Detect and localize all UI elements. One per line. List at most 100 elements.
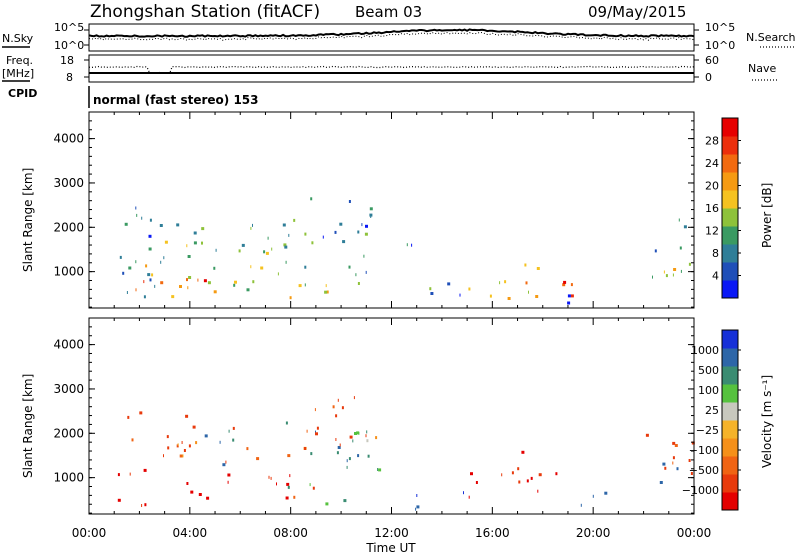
data-cell	[201, 227, 205, 231]
data-cell	[263, 250, 266, 254]
freq-unit-label: [MHz]	[2, 67, 34, 80]
data-cell	[537, 489, 539, 493]
data-cell	[672, 461, 674, 465]
data-cell	[325, 502, 329, 506]
velocity-y-label: Slant Range [km]	[21, 374, 35, 478]
data-cell	[475, 481, 478, 484]
data-cell	[190, 490, 194, 494]
data-cell	[304, 232, 307, 236]
data-cell	[348, 265, 351, 269]
x-tick-label: 08:00	[273, 526, 308, 540]
freq-axis-top: 18	[60, 54, 74, 67]
station-title: Zhongshan Station (fitACF)	[90, 2, 320, 22]
data-cell	[228, 429, 230, 433]
velocity-colorbar-label: Velocity [m s⁻¹]	[760, 375, 774, 468]
data-cell	[337, 398, 339, 402]
data-cell	[335, 438, 337, 441]
nsky-panel	[84, 23, 699, 52]
data-cell	[691, 441, 695, 445]
data-cell	[145, 264, 148, 268]
data-cell	[356, 431, 360, 435]
data-cell	[177, 443, 179, 447]
data-cell	[357, 454, 360, 458]
freq-label: Freq.	[6, 54, 33, 67]
data-cell	[366, 439, 369, 443]
data-cell	[555, 472, 558, 476]
data-cell	[282, 223, 286, 227]
data-cell	[252, 280, 255, 284]
data-cell	[250, 265, 252, 269]
power-y-axis: 1000 2000 3000 4000	[53, 111, 694, 308]
data-cell	[238, 249, 241, 253]
data-cell	[536, 267, 540, 270]
data-cell	[562, 283, 566, 287]
data-cell	[246, 447, 249, 451]
data-cell	[645, 433, 649, 437]
data-cell	[128, 266, 132, 270]
data-cell	[336, 451, 339, 455]
data-cell	[246, 288, 250, 292]
data-cell	[143, 295, 146, 299]
data-cell	[416, 494, 418, 497]
data-cell	[363, 254, 365, 258]
y-tick-label: 2000	[53, 220, 84, 234]
data-cell	[136, 213, 138, 217]
data-cell	[186, 244, 188, 248]
data-cell	[166, 435, 169, 439]
data-cell	[287, 485, 290, 489]
data-cell	[369, 207, 373, 211]
data-cell	[672, 273, 674, 277]
colorbar-swatch	[722, 190, 738, 209]
colorbar-tick-label: 25	[705, 404, 719, 417]
data-cell	[416, 505, 420, 509]
data-cell	[312, 486, 315, 490]
data-cell	[570, 294, 574, 298]
data-cell	[672, 441, 676, 445]
data-cell	[361, 223, 363, 227]
data-cell	[227, 480, 229, 484]
data-cell	[207, 281, 211, 285]
data-cell	[285, 421, 288, 425]
data-cell	[298, 284, 302, 288]
data-cell	[135, 288, 137, 292]
data-cell	[252, 223, 253, 227]
data-cell	[524, 263, 527, 267]
data-cell	[188, 276, 192, 279]
y-tick-label: 4000	[53, 338, 84, 352]
colorbar-frame	[721, 329, 739, 511]
data-cell	[149, 218, 152, 222]
data-cell	[354, 432, 357, 435]
data-cell	[377, 468, 379, 471]
data-cell	[225, 460, 227, 464]
data-cell	[160, 260, 162, 264]
data-cell	[375, 436, 378, 440]
cpid-label: CPID	[8, 87, 37, 100]
data-cell	[201, 241, 203, 245]
data-cell	[267, 236, 269, 240]
data-cell	[674, 444, 678, 447]
nsky-axis-bottom: 10^0	[54, 39, 84, 52]
power-x-ticks	[88, 112, 695, 308]
data-cell	[289, 296, 292, 300]
x-tick-label: 04:00	[173, 526, 208, 540]
data-cell	[160, 281, 164, 285]
data-cell	[334, 230, 337, 234]
data-cell	[285, 496, 289, 500]
data-cell	[526, 479, 529, 483]
data-cell	[518, 480, 521, 484]
data-cell	[203, 279, 207, 283]
data-cell	[315, 432, 318, 436]
velocity-data	[117, 396, 695, 511]
nsearch-label: N.Search	[746, 31, 796, 44]
data-cell	[304, 265, 307, 269]
data-cell	[148, 247, 152, 251]
data-cell	[293, 218, 296, 222]
colorbar-tick-label: −1000	[682, 484, 719, 497]
data-cell	[580, 503, 582, 507]
nsearch-axis-bottom: 10^0	[705, 39, 735, 52]
data-cell	[144, 503, 147, 507]
data-cell	[192, 425, 196, 429]
data-cell	[357, 282, 360, 285]
data-cell	[680, 269, 682, 273]
data-cell	[343, 499, 347, 503]
